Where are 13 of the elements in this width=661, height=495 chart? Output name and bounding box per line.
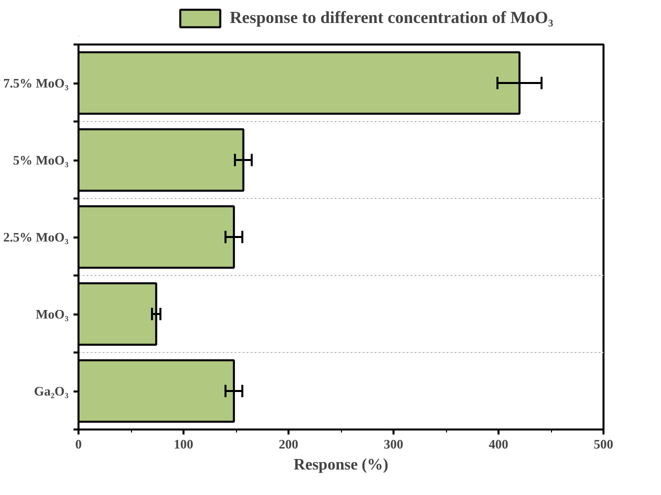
x-axis-title: Response (%) bbox=[294, 456, 388, 474]
y-tick-label: 5% MoO₃ bbox=[12, 152, 69, 168]
y-tick-label: Ga₂O₃ bbox=[34, 384, 69, 398]
x-tick-label: 100 bbox=[174, 436, 194, 452]
x-tick-label: 400 bbox=[488, 436, 508, 452]
y-tick-label: MoO₃ bbox=[36, 306, 69, 322]
x-tick-label: 200 bbox=[278, 436, 298, 452]
x-tick-label: 500 bbox=[594, 436, 614, 452]
x-tick-label: 300 bbox=[384, 436, 404, 452]
y-tick-label: 7.5% MoO₃ bbox=[3, 76, 69, 90]
legend-label: Response to different concentration of MoO₃ bbox=[230, 8, 554, 28]
x-tick-label: 0 bbox=[75, 436, 82, 452]
y-tick-label: 2.5% MoO₃ bbox=[3, 230, 69, 244]
